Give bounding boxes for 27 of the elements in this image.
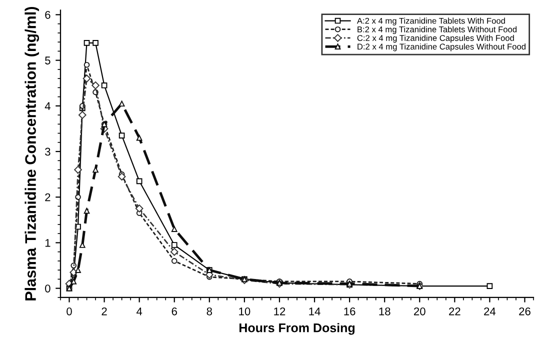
x-tick-label: 24 <box>484 307 496 316</box>
x-tick-label: 26 <box>519 307 530 316</box>
y-tick-label: 1 <box>45 239 50 247</box>
x-tick-label: 20 <box>414 307 426 316</box>
x-tick-label: 10 <box>239 307 250 316</box>
x-tick-label: 4 <box>136 308 142 316</box>
x-tick-label: 14 <box>309 308 320 316</box>
x-tick-label: 22 <box>449 307 460 316</box>
y-tick-label: 5 <box>45 56 50 64</box>
x-tick-label: 0 <box>66 307 72 316</box>
legend-label: D:2 x 4 mg Tizanidine Capsules Without Food <box>358 43 526 52</box>
y-tick-label: 3 <box>45 148 50 156</box>
x-tick-label: 18 <box>379 307 390 316</box>
x-tick-label: 12 <box>274 307 286 316</box>
x-axis-title: Hours From Dosing <box>240 323 354 335</box>
y-tick-label: 2 <box>45 193 50 202</box>
legend-label: A:2 x 4 mg Tizanidine Tablets With Food <box>356 18 505 26</box>
legend-label: C:2 x 4 mg Tizanidine Capsules With Food <box>357 34 514 43</box>
legend-label: B:2 x 4 mg Tizanidine Tablets Without Food <box>358 26 517 34</box>
y-tick-label: 4 <box>44 102 50 110</box>
x-tick-label: 2 <box>102 307 107 316</box>
y-tick-label: 6 <box>45 10 50 19</box>
x-tick-label: 8 <box>206 307 212 316</box>
x-tick-label: 16 <box>344 307 356 316</box>
y-axis-title: Plasma Tizanidine Concentration (ng/ml) <box>24 6 40 300</box>
y-tick-label: 0 <box>45 284 50 292</box>
x-tick-label: 6 <box>172 307 177 316</box>
